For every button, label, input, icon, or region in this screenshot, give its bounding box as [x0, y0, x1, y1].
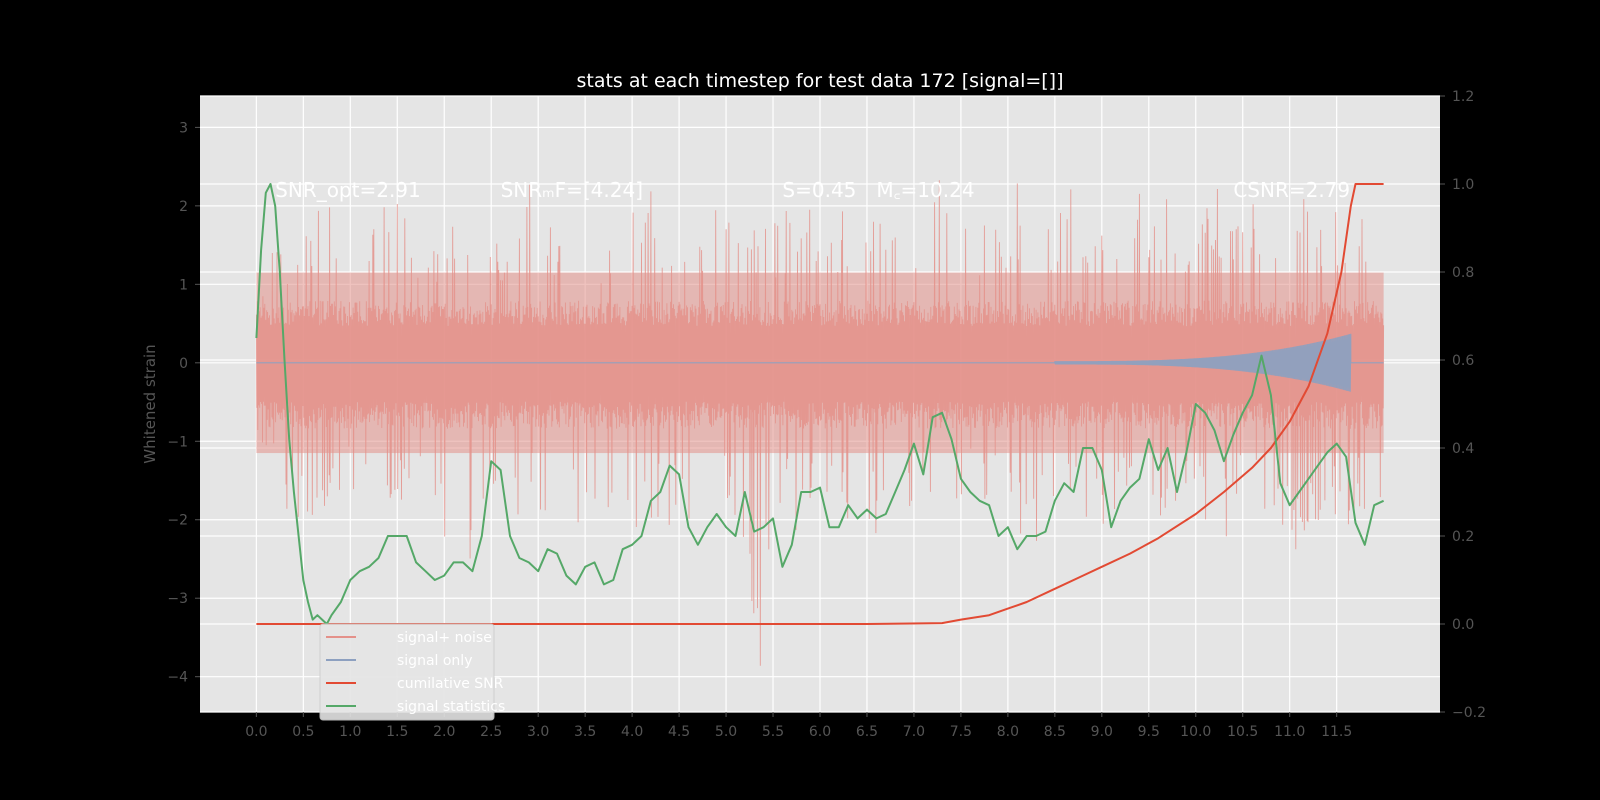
- x-tick-label-20: 10.0: [1180, 724, 1211, 740]
- x-tick-label-3: 1.5: [386, 724, 408, 740]
- y-axis-label: Whitened strain: [141, 344, 159, 463]
- x-tick-label-9: 4.5: [668, 724, 690, 740]
- y-right-tick-label-4: 0.4: [1452, 441, 1474, 457]
- y-right-tick-label-3: 0.6: [1452, 353, 1474, 369]
- y-axis-ticks: 3 2 1 0 −1 −2 −3 −4: [167, 120, 200, 686]
- x-tick-label-21: 10.5: [1227, 724, 1258, 740]
- y-tick-label-4: −1: [167, 434, 188, 450]
- y-tick-label-0: 3: [179, 120, 188, 136]
- annotation-4: CSNR=2.79: [1233, 178, 1350, 202]
- series-layer: [255, 180, 1385, 666]
- x-tick-label-12: 6.0: [809, 724, 831, 740]
- y-tick-label-7: −4: [167, 670, 188, 686]
- x-tick-label-16: 8.0: [997, 724, 1019, 740]
- x-tick-label-7: 3.5: [574, 724, 596, 740]
- y-tick-label-2: 1: [179, 277, 188, 293]
- x-tick-label-2: 1.0: [339, 724, 361, 740]
- legend-label-3: signal statistics: [397, 699, 505, 715]
- x-tick-label-13: 6.5: [856, 724, 878, 740]
- y-right-tick-label-6: 0.0: [1452, 617, 1474, 633]
- y-right-tick-label-0: 1.2: [1452, 89, 1474, 105]
- x-tick-label-0: 0.0: [245, 724, 267, 740]
- y-axis-right-ticks: 1.2 1.0 0.8 0.6 0.4 0.2 0.0 −0.2: [1440, 89, 1486, 721]
- annotation-3: M꜀=10.24: [876, 178, 974, 202]
- legend-box: [319, 623, 495, 721]
- x-tick-label-15: 7.5: [950, 724, 972, 740]
- x-tick-label-18: 9.0: [1091, 724, 1113, 740]
- annotations: SNR_opt=2.91 SNRₘF=[4.24] S=0.45 M꜀=10.24 CS…: [275, 178, 1350, 202]
- legend-label-1: signal only: [397, 653, 472, 669]
- x-axis-ticks: 0.0 0.5 1.0 1.5 2.0 2.5 3.0 3.5 4.0 4.5 5.0 5.5 6.0 6…: [245, 712, 1352, 740]
- x-tick-label-17: 8.5: [1044, 724, 1066, 740]
- x-tick-label-5: 2.5: [480, 724, 502, 740]
- x-tick-label-19: 9.5: [1138, 724, 1160, 740]
- x-tick-label-11: 5.5: [762, 724, 784, 740]
- legend: signal+ noise signal only cumilative SNR si…: [319, 623, 505, 721]
- annotation-2: S=0.45: [782, 178, 856, 202]
- y-right-tick-label-1: 1.0: [1452, 177, 1474, 193]
- series-signal-only: [256, 333, 1384, 392]
- y-right-tick-label-2: 0.8: [1452, 265, 1474, 281]
- y-right-tick-label-5: 0.2: [1452, 529, 1474, 545]
- y-tick-label-5: −2: [167, 513, 188, 529]
- x-tick-label-23: 11.5: [1321, 724, 1352, 740]
- x-tick-label-10: 5.0: [715, 724, 737, 740]
- annotation-0: SNR_opt=2.91: [275, 178, 421, 202]
- y-tick-label-1: 2: [179, 199, 188, 215]
- legend-label-0: signal+ noise: [397, 630, 492, 646]
- annotation-1: SNRₘF=[4.24]: [501, 178, 643, 202]
- chart-title: stats at each timestep for test data 172…: [576, 70, 1063, 92]
- x-tick-label-8: 4.0: [621, 724, 643, 740]
- y-right-tick-label-7: −0.2: [1452, 705, 1486, 721]
- series-signal-statistics: [255, 183, 1385, 625]
- x-tick-label-1: 0.5: [292, 724, 314, 740]
- series-cumulative-snr: [256, 183, 1384, 625]
- x-tick-label-4: 2.0: [433, 724, 455, 740]
- y-tick-label-3: 0: [179, 356, 188, 372]
- y-tick-label-6: −3: [167, 591, 188, 607]
- legend-label-2: cumilative SNR: [397, 676, 504, 692]
- x-tick-label-6: 3.0: [527, 724, 549, 740]
- x-tick-label-14: 7.0: [903, 724, 925, 740]
- x-tick-label-22: 11.0: [1274, 724, 1305, 740]
